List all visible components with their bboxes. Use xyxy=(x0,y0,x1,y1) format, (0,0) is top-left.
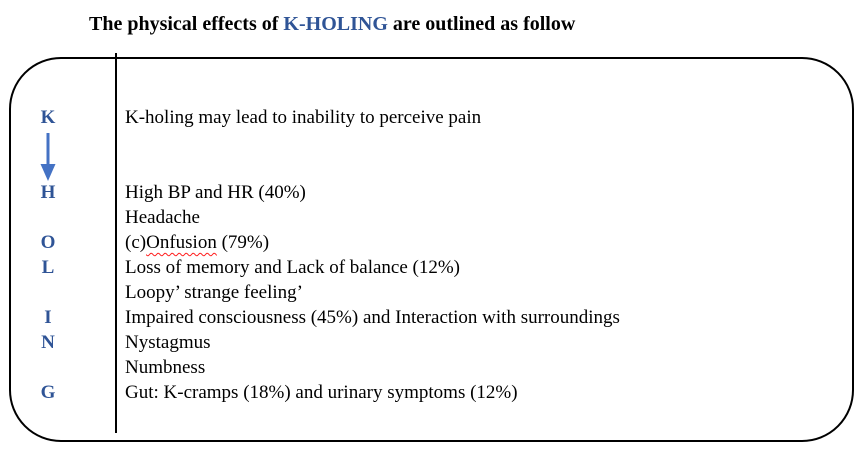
effect-row: Headache xyxy=(0,205,865,230)
effect-text: High BP and HR (40%) xyxy=(125,182,306,203)
effect-text: Gut: K-cramps (18%) and urinary symptoms… xyxy=(125,382,518,403)
effect-row xyxy=(0,155,865,180)
effects-list: K K-holing may lead to inability to perce… xyxy=(0,105,865,405)
effect-row: G Gut: K-cramps (18%) and urinary symptom… xyxy=(0,380,865,405)
effect-row: N Nystagmus xyxy=(0,330,865,355)
effect-text: Headache xyxy=(125,207,200,228)
mnemonic-letter xyxy=(30,355,66,380)
mnemonic-letter: H xyxy=(40,182,56,203)
mnemonic-box xyxy=(9,57,854,442)
mnemonic-letter: I xyxy=(44,307,52,328)
mnemonic-letter xyxy=(30,130,66,155)
misspelled-word: Onfusion xyxy=(146,232,217,253)
mnemonic-letter xyxy=(30,280,66,305)
mnemonic-letter: G xyxy=(40,382,56,403)
effect-row: O (c)Onfusion (79%) xyxy=(0,230,865,255)
down-arrow-icon xyxy=(40,133,56,181)
mnemonic-letter xyxy=(30,155,66,180)
effect-text: Impaired consciousness (45%) and Interac… xyxy=(125,307,620,328)
effect-row: Loopy’ strange feeling’ xyxy=(0,280,865,305)
effect-text: Nystagmus xyxy=(125,332,211,353)
effect-row: K K-holing may lead to inability to perce… xyxy=(0,105,865,130)
mnemonic-letter: O xyxy=(40,232,56,253)
effect-text: Loss of memory and Lack of balance (12%) xyxy=(125,257,461,278)
column-divider xyxy=(115,53,117,433)
mnemonic-letter xyxy=(30,205,66,230)
effect-row: H High BP and HR (40%) xyxy=(0,180,865,205)
effect-text: Numbness xyxy=(125,357,206,378)
title-suffix: are outlined as follow xyxy=(387,13,576,35)
effect-row: L Loss of memory and Lack of balance (12%… xyxy=(0,255,865,280)
mnemonic-letter: K xyxy=(40,107,56,128)
title-prefix: The physical effects of xyxy=(89,13,284,35)
title-keyword: K-HOLING xyxy=(283,13,388,35)
effect-text: (c)Onfusion (79%) xyxy=(125,232,270,253)
effect-text: Loopy’ strange feeling’ xyxy=(125,282,303,303)
effect-row: Numbness xyxy=(0,355,865,380)
effect-row: I Impaired consciousness (45%) and Intera… xyxy=(0,305,865,330)
mnemonic-letter: L xyxy=(41,257,55,278)
effect-text: K-holing may lead to inability to percei… xyxy=(125,107,482,128)
effect-row xyxy=(0,130,865,155)
page-title: The physical effects of K-HOLING are out… xyxy=(89,13,575,36)
mnemonic-letter: N xyxy=(41,332,55,353)
